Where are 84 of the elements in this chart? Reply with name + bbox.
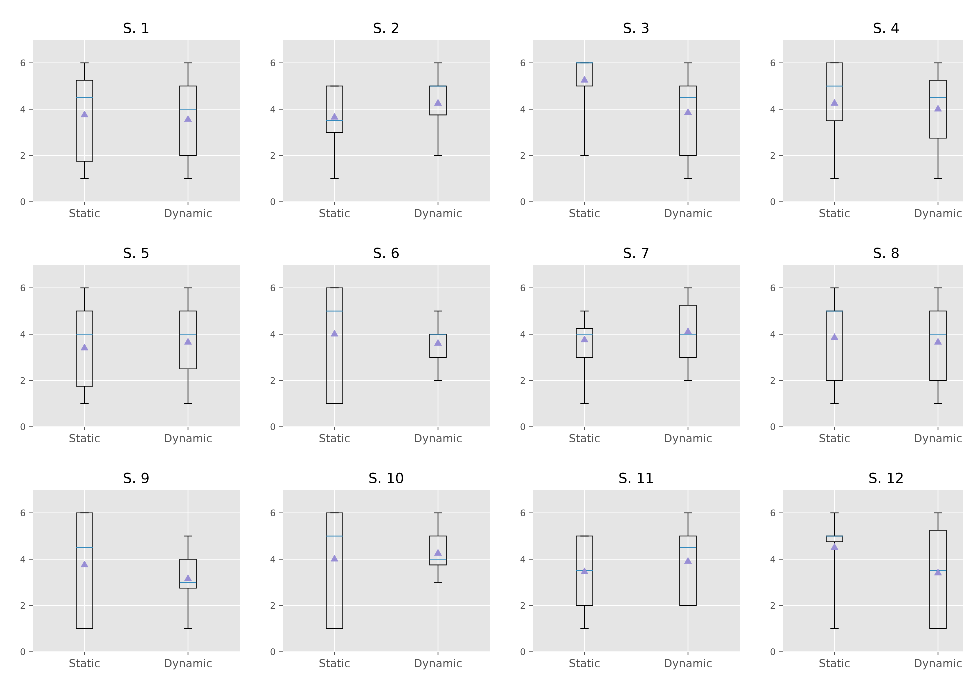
y-tick-label: 0	[770, 424, 776, 430]
y-tick-label: 4	[770, 106, 776, 113]
x-tick-label: Static	[570, 434, 600, 443]
y-tick-label: 0	[20, 424, 26, 430]
chart-title: S. 6	[374, 248, 399, 258]
y-tick-label: 0	[270, 424, 276, 430]
y-tick-label: 0	[20, 198, 26, 206]
y-tick-label: 4	[520, 556, 526, 563]
y-tick-label: 2	[20, 602, 26, 610]
chart-title: S. 10	[370, 472, 404, 484]
y-tick-label: 6	[520, 284, 526, 292]
x-tick-label: Static	[570, 659, 600, 668]
y-tick-label: 6	[20, 60, 26, 67]
y-tick-label: 4	[770, 331, 776, 338]
x-tick-label: Dynamic	[415, 209, 462, 220]
x-tick-label: Dynamic	[665, 209, 712, 220]
x-tick-label: Dynamic	[915, 209, 962, 220]
y-tick-label: 2	[270, 152, 276, 160]
y-tick-label: 0	[770, 648, 776, 656]
y-tick-label: 6	[520, 60, 526, 67]
y-tick-label: 4	[770, 556, 776, 563]
y-tick-label: 0	[270, 198, 276, 206]
x-tick-label: Dynamic	[415, 434, 462, 445]
x-tick-label: Dynamic	[165, 434, 212, 445]
y-tick-label: 4	[20, 556, 26, 563]
x-tick-label: Static	[70, 209, 100, 218]
x-tick-label: Dynamic	[915, 434, 962, 445]
x-tick-label: Static	[820, 209, 850, 218]
y-tick-label: 4	[270, 556, 276, 563]
chart-title: S. 1	[124, 22, 149, 34]
y-tick-label: 0	[520, 648, 526, 656]
chart-title: S. 5	[124, 248, 149, 258]
chart-title: S. 11	[620, 472, 654, 484]
chart-title: S. 3	[624, 22, 649, 34]
y-tick-label: 2	[770, 602, 776, 610]
y-tick-label: 2	[770, 377, 776, 384]
y-tick-label: 4	[20, 331, 26, 338]
chart-title: S. 4	[874, 22, 900, 34]
y-tick-label: 4	[270, 106, 276, 113]
y-tick-label: 2	[270, 602, 276, 610]
x-tick-label: Static	[70, 659, 100, 668]
x-tick-label: Dynamic	[665, 659, 712, 670]
y-tick-label: 0	[270, 648, 276, 656]
y-tick-label: 4	[20, 106, 26, 113]
y-tick-label: 2	[770, 152, 776, 160]
y-tick-label: 4	[270, 331, 276, 338]
y-tick-label: 2	[270, 377, 276, 384]
y-tick-label: 6	[270, 60, 276, 67]
y-tick-label: 6	[270, 510, 276, 517]
y-tick-label: 6	[520, 510, 526, 517]
y-tick-label: 4	[520, 106, 526, 113]
x-tick-label: Dynamic	[165, 209, 212, 220]
x-tick-label: Dynamic	[665, 434, 712, 445]
y-tick-label: 2	[520, 602, 526, 610]
y-tick-label: 6	[270, 284, 276, 292]
y-tick-label: 0	[20, 648, 26, 656]
y-tick-label: 6	[770, 284, 776, 292]
x-tick-label: Static	[820, 659, 850, 668]
x-tick-label: Static	[320, 434, 350, 443]
y-tick-label: 0	[770, 198, 776, 206]
x-tick-label: Dynamic	[415, 659, 462, 670]
y-tick-label: 4	[520, 331, 526, 338]
x-tick-label: Static	[570, 209, 600, 218]
x-tick-label: Dynamic	[165, 659, 212, 670]
y-tick-label: 0	[520, 198, 526, 206]
chart-title: S. 7	[624, 248, 649, 258]
y-tick-label: 6	[770, 60, 776, 67]
x-tick-label: Static	[320, 659, 350, 668]
y-tick-label: 6	[770, 510, 776, 517]
y-tick-label: 2	[20, 152, 26, 160]
y-tick-label: 6	[20, 284, 26, 292]
x-tick-label: Static	[820, 434, 850, 443]
x-tick-label: Dynamic	[915, 659, 962, 670]
x-tick-label: Static	[70, 434, 100, 443]
y-tick-label: 6	[20, 510, 26, 517]
y-tick-label: 2	[520, 377, 526, 384]
y-tick-label: 0	[520, 424, 526, 430]
x-tick-label: Static	[320, 209, 350, 218]
chart-title: S. 8	[874, 248, 899, 258]
y-tick-label: 2	[20, 377, 26, 384]
y-tick-label: 2	[520, 152, 526, 160]
chart-title: S. 12	[870, 472, 903, 484]
chart-title: S. 9	[124, 472, 149, 484]
chart-title: S. 2	[374, 22, 398, 34]
